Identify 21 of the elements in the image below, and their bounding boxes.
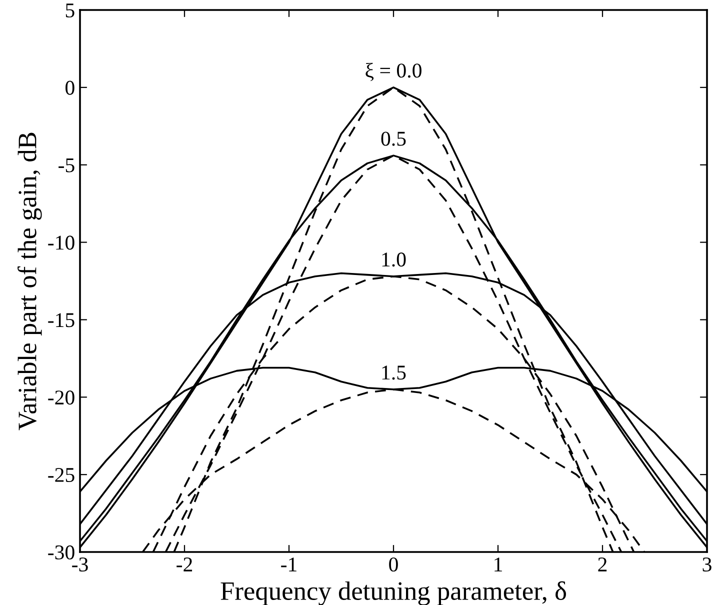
y-axis-title: Variable part of the gain, dB xyxy=(18,132,42,430)
annotation: ξ = 0.0 xyxy=(366,62,422,82)
x-tick-label: 2 xyxy=(598,558,607,572)
x-tick-label: 1 xyxy=(494,558,502,572)
annotation: 0.5 xyxy=(381,132,406,146)
y-tick-label: 5 xyxy=(66,4,74,18)
y-tick-label: -25 xyxy=(48,468,74,482)
x-tick-label: -1 xyxy=(281,558,296,572)
annotation: 1.0 xyxy=(382,252,406,267)
y-tick-label: -20 xyxy=(48,390,74,405)
y-tick-label: -5 xyxy=(58,158,74,172)
x-tick-label: 3 xyxy=(702,558,712,572)
x-tick-label: 0 xyxy=(389,557,398,572)
y-tick-label: -15 xyxy=(48,313,74,328)
y-tick-label: -30 xyxy=(48,545,74,560)
y-tick-label: 0 xyxy=(66,80,74,95)
x-tick-label: -3 xyxy=(72,558,88,572)
x-tick-label: -2 xyxy=(176,558,192,572)
y-tick-label: -10 xyxy=(48,236,74,250)
annotation: 1.5 xyxy=(382,366,406,380)
x-axis-title: Frequency detuning parameter, δ xyxy=(220,581,566,605)
